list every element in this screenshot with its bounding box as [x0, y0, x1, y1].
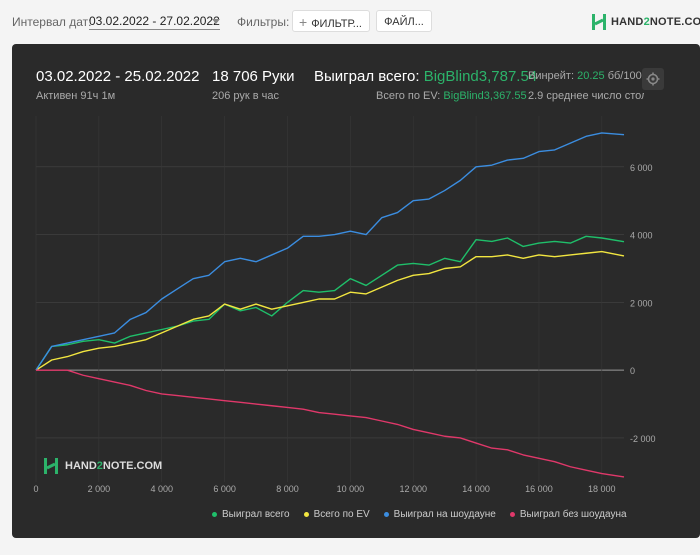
- hands-per-hour: 206 рук в час: [212, 90, 280, 102]
- ev-value: BigBlind3,367.55: [443, 90, 527, 102]
- legend-label: Всего по EV: [313, 509, 370, 520]
- legend-item[interactable]: Выиграл без шоудауна: [509, 509, 627, 520]
- watermark-logo: HAND2NOTE.COM: [42, 457, 162, 475]
- y-tick-label: -2 000: [630, 434, 656, 444]
- y-tick-label: 0: [630, 366, 635, 376]
- x-tick-label: 0: [33, 484, 38, 494]
- legend-dot-icon: [509, 511, 515, 517]
- watermark-text-b: 2: [96, 460, 103, 472]
- logo-text-b: 2: [643, 16, 650, 28]
- x-tick-label: 12 000: [399, 484, 427, 494]
- gear-icon: [646, 72, 660, 86]
- file-button[interactable]: ФАЙЛ...: [376, 10, 432, 32]
- x-tick-label: 2 000: [88, 484, 111, 494]
- legend-item[interactable]: Всего по EV: [303, 509, 370, 520]
- watermark-icon: [44, 458, 58, 474]
- y-tick-label: 6 000: [630, 163, 653, 173]
- x-tick-label: 4 000: [150, 484, 173, 494]
- x-tick-label: 18 000: [588, 484, 616, 494]
- winrate: Винрейт: 20.25 бб/100: [528, 70, 644, 82]
- x-tick-label: 10 000: [337, 484, 365, 494]
- settings-button[interactable]: [642, 68, 664, 90]
- legend-label: Выиграл всего: [222, 509, 290, 520]
- filter-button-label: ФИЛЬТР...: [311, 18, 362, 30]
- winrate-unit: бб/100: [607, 70, 642, 82]
- watermark-text-c: NOTE.COM: [102, 460, 163, 472]
- won-value: BigBlind3,787.54: [423, 68, 538, 85]
- legend-label: Выиграл без шоудауна: [519, 509, 627, 520]
- legend-item[interactable]: Выиграл на шоудауне: [383, 509, 496, 520]
- legend-label: Выиграл на шоудауне: [393, 509, 496, 520]
- y-tick-label: 2 000: [630, 298, 653, 308]
- legend-item[interactable]: Выиграл всего: [212, 509, 290, 520]
- legend-dot-icon: [212, 511, 217, 517]
- chart-legend: Выиграл всего Всего по EV Выиграл на шоуда…: [212, 509, 700, 520]
- series-line: [35, 250, 625, 371]
- filters-label: Фильтры:: [237, 15, 290, 29]
- winrate-label: Винрейт:: [528, 70, 575, 82]
- logo-icon: [592, 14, 606, 30]
- won-total: Выиграл всего: BigBlind3,787.54: [314, 68, 537, 85]
- active-time: Активен 91ч 1м: [36, 90, 116, 102]
- avg-tables: 2.9 среднее число столов: [528, 90, 644, 102]
- watermark-text-a: HAND: [65, 460, 97, 472]
- logo-text-c: NOTE.COM: [649, 16, 700, 28]
- file-button-label: ФАЙЛ...: [384, 16, 424, 28]
- x-tick-label: 8 000: [276, 484, 299, 494]
- profit-chart: 6 000 4 000 2 000 0 -2 000 0 2 000 4 000 6 000 8 …: [33, 116, 656, 494]
- ev-label: Всего по EV:: [376, 90, 441, 102]
- legend-dot-icon: [303, 511, 309, 517]
- date-range-selector[interactable]: 03.02.2022 - 27.02.2022: [89, 14, 220, 30]
- plus-icon: +: [299, 14, 308, 30]
- hands-count: 18 706 Руки: [212, 68, 295, 85]
- chevron-down-icon[interactable]: [212, 19, 220, 24]
- ev-total: Всего по EV: BigBlind3,367.55: [376, 90, 527, 102]
- period-title: 03.02.2022 - 25.02.2022: [36, 68, 200, 85]
- filter-button[interactable]: + ФИЛЬТР...: [292, 10, 370, 32]
- x-tick-label: 14 000: [462, 484, 490, 494]
- report-panel: 03.02.2022 - 25.02.2022 Активен 91ч 1м 1…: [12, 44, 700, 538]
- x-tick-label: 6 000: [213, 484, 236, 494]
- legend-dot-icon: [383, 511, 389, 517]
- winrate-value: 20.25: [577, 70, 605, 82]
- series-line: [35, 235, 625, 371]
- hand2note-logo: HAND2NOTE.COM: [591, 11, 700, 33]
- series-line: [36, 369, 625, 478]
- x-tick-label: 16 000: [525, 484, 553, 494]
- interval-label: Интервал дат:: [12, 15, 92, 29]
- toolbar: Интервал дат: 03.02.2022 - 27.02.2022 Фи…: [0, 0, 700, 44]
- y-tick-label: 4 000: [630, 231, 653, 241]
- won-label: Выиграл всего:: [314, 68, 420, 85]
- logo-text-a: HAND: [611, 16, 644, 28]
- series-line: [35, 132, 625, 371]
